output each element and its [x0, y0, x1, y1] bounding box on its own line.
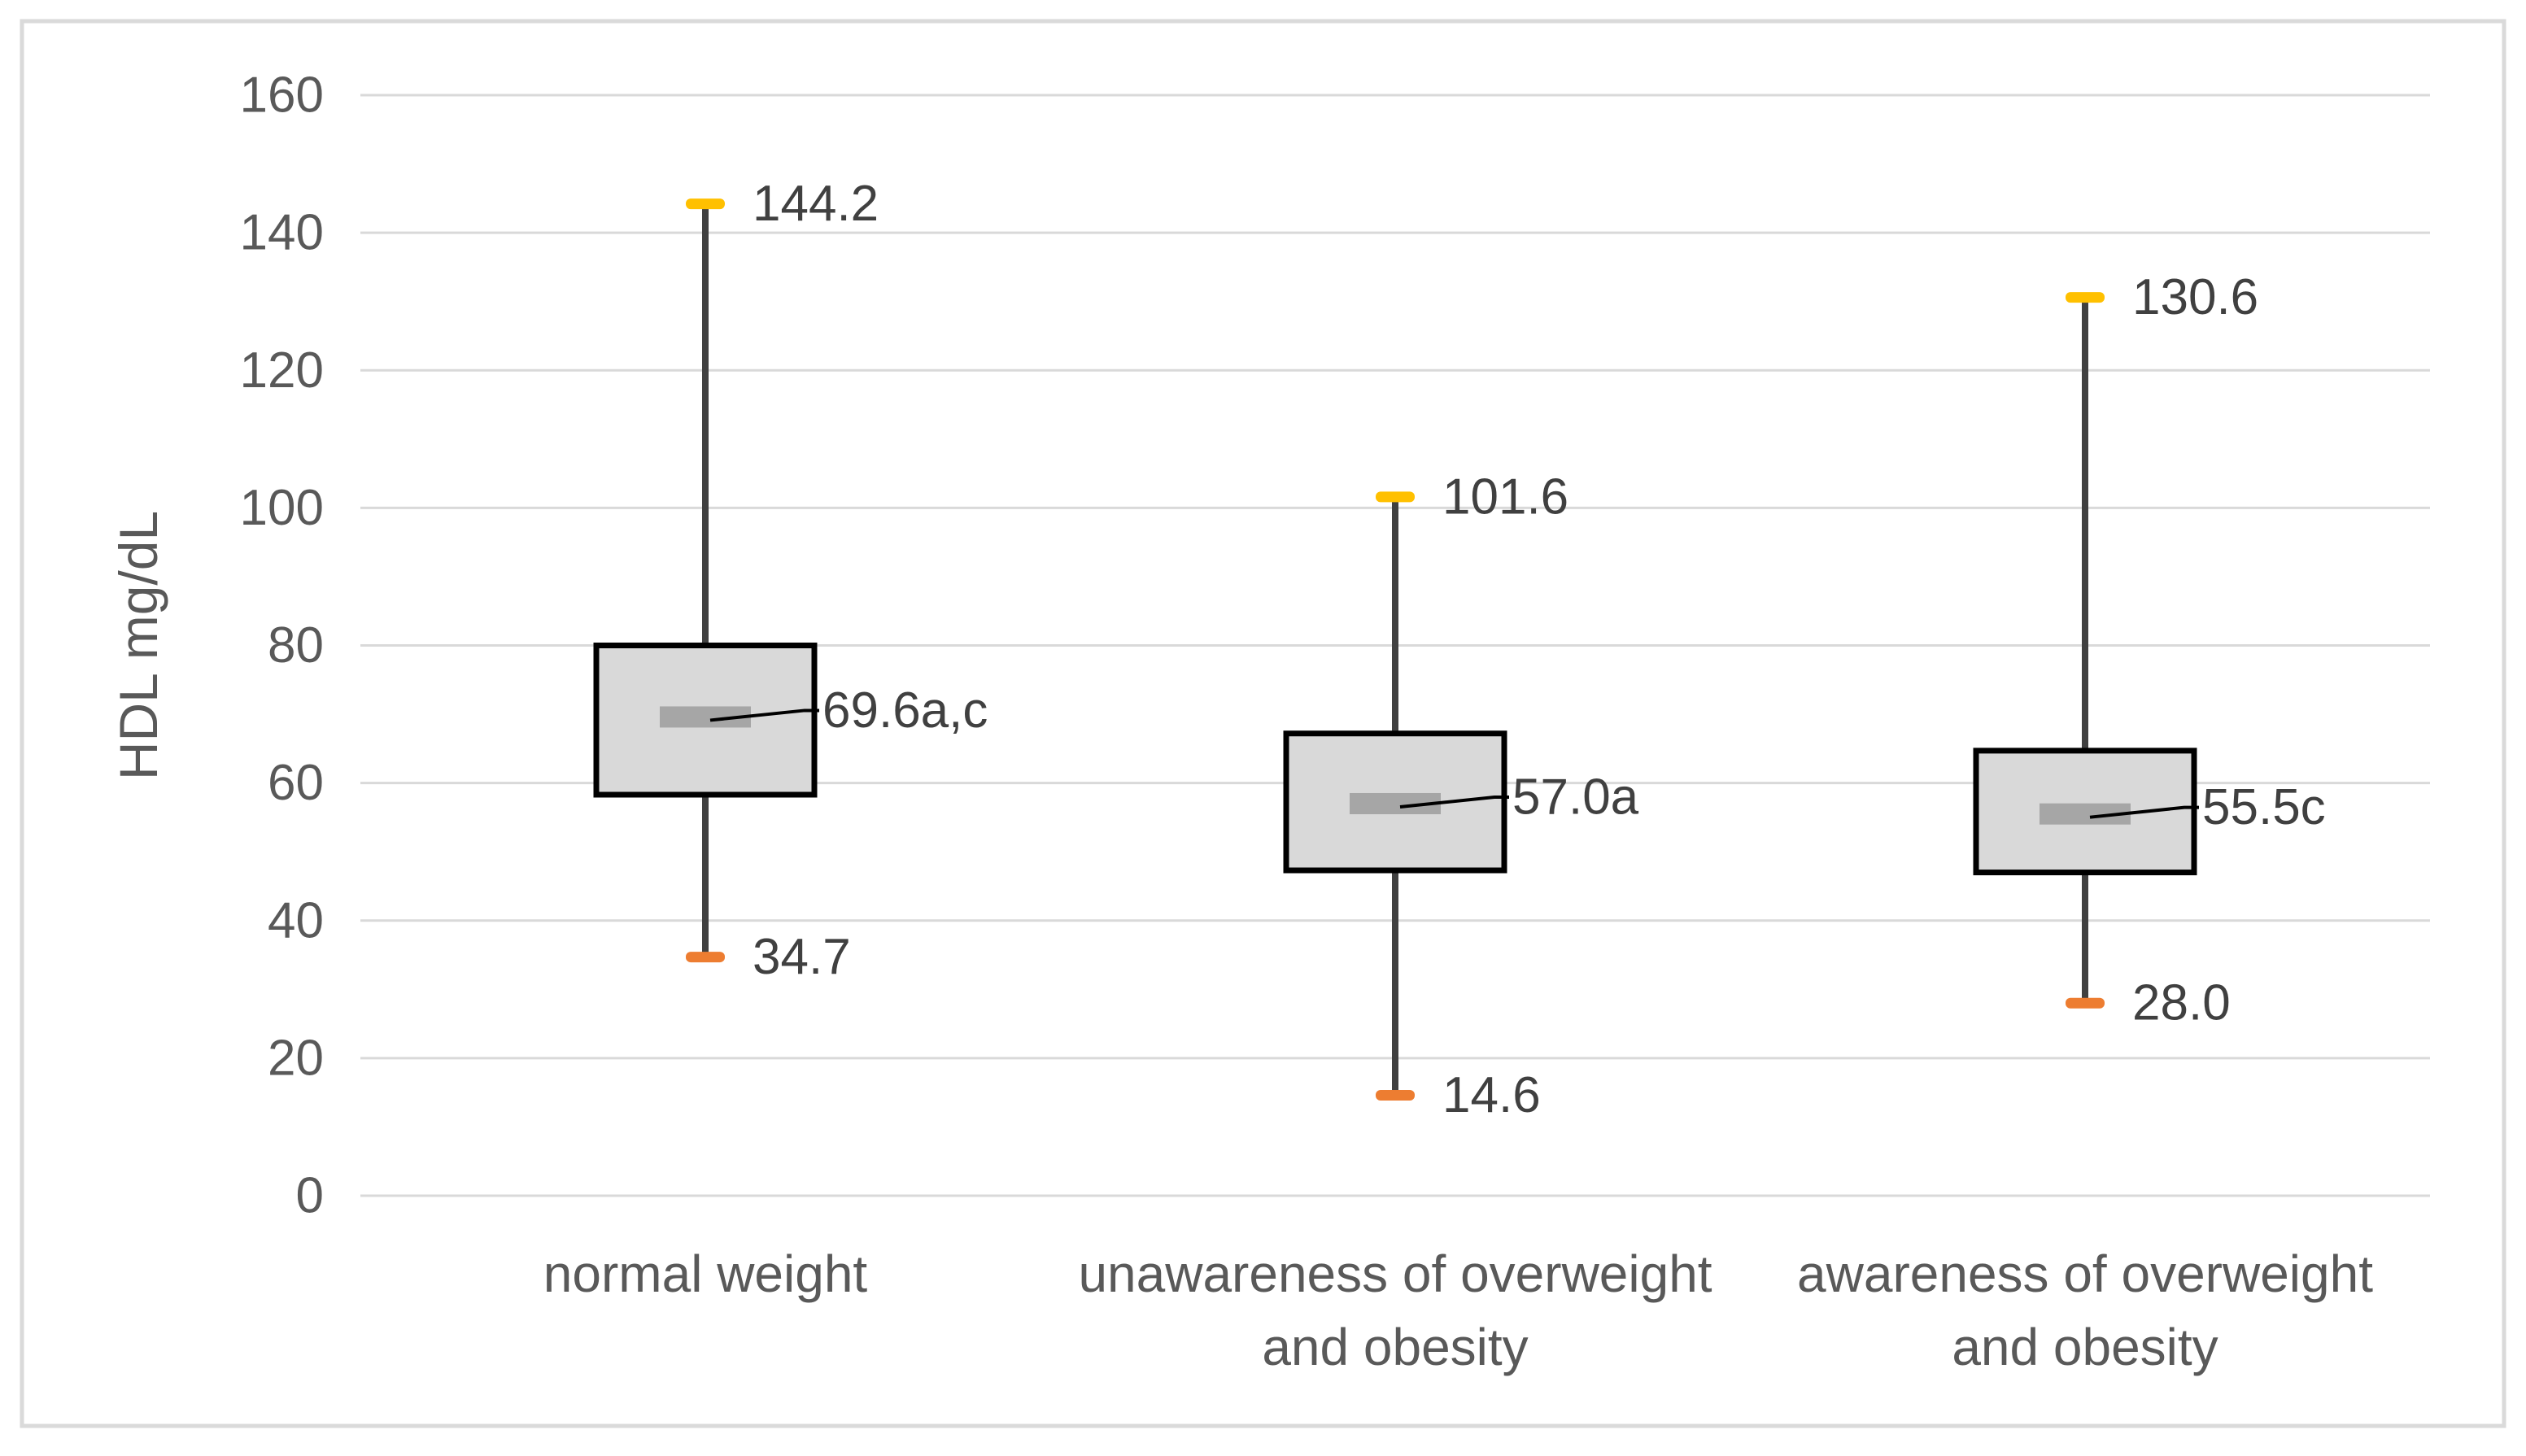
y-tick-label-40: 40: [268, 892, 324, 948]
category-label-line: awareness of overweight: [1797, 1245, 2373, 1303]
category-label-line: and obesity: [1262, 1318, 1528, 1376]
category-label-line: unawareness of overweight: [1078, 1245, 1712, 1303]
y-axis-title: HDL mg/dL: [108, 511, 168, 780]
mean-leader-line: [2089, 805, 2199, 819]
box-group-2: 101.6 14.6 57.0a unawareness of overweight a…: [1078, 469, 1712, 1376]
upper-whisker-cap: [2066, 292, 2105, 303]
upper-whisker-cap: [1376, 491, 1415, 503]
lower-whisker-cap: [1376, 1090, 1415, 1101]
y-tick-label-160: 160: [240, 68, 324, 124]
min-value-label: 28.0: [2132, 975, 2231, 1031]
mean-leader-line: [1399, 795, 1509, 809]
chart-frame: [20, 19, 2506, 1428]
max-value-label: 144.2: [753, 176, 879, 232]
lower-whisker-cap: [686, 952, 725, 963]
y-tick-label-120: 120: [240, 342, 324, 399]
lower-whisker-cap: [2066, 997, 2105, 1009]
mean-value-label: 55.5c: [2202, 779, 2326, 835]
category-label-line: and obesity: [1952, 1318, 2218, 1376]
mean-value-label: 57.0a: [1512, 769, 1639, 825]
y-tick-label-20: 20: [268, 1030, 324, 1086]
max-value-label: 101.6: [1442, 469, 1568, 525]
upper-whisker-cap: [686, 198, 725, 210]
box-group-3: 130.6 28.0 55.5c awareness of overweight and…: [1797, 269, 2373, 1376]
min-value-label: 14.6: [1442, 1067, 1541, 1123]
mean-leader-line: [709, 708, 819, 722]
y-tick-label-100: 100: [240, 480, 324, 536]
box-group-1: 144.2 34.7 69.6a,c normal weight: [543, 176, 988, 1303]
y-tick-label-80: 80: [268, 617, 324, 674]
mean-value-label: 69.6a,c: [822, 682, 988, 739]
y-tick-label-60: 60: [268, 755, 324, 811]
y-tick-label-0: 0: [296, 1168, 324, 1224]
y-tick-label-140: 140: [240, 205, 324, 261]
category-label-line: normal weight: [543, 1245, 868, 1303]
min-value-label: 34.7: [753, 929, 851, 985]
max-value-label: 130.6: [2132, 269, 2258, 325]
